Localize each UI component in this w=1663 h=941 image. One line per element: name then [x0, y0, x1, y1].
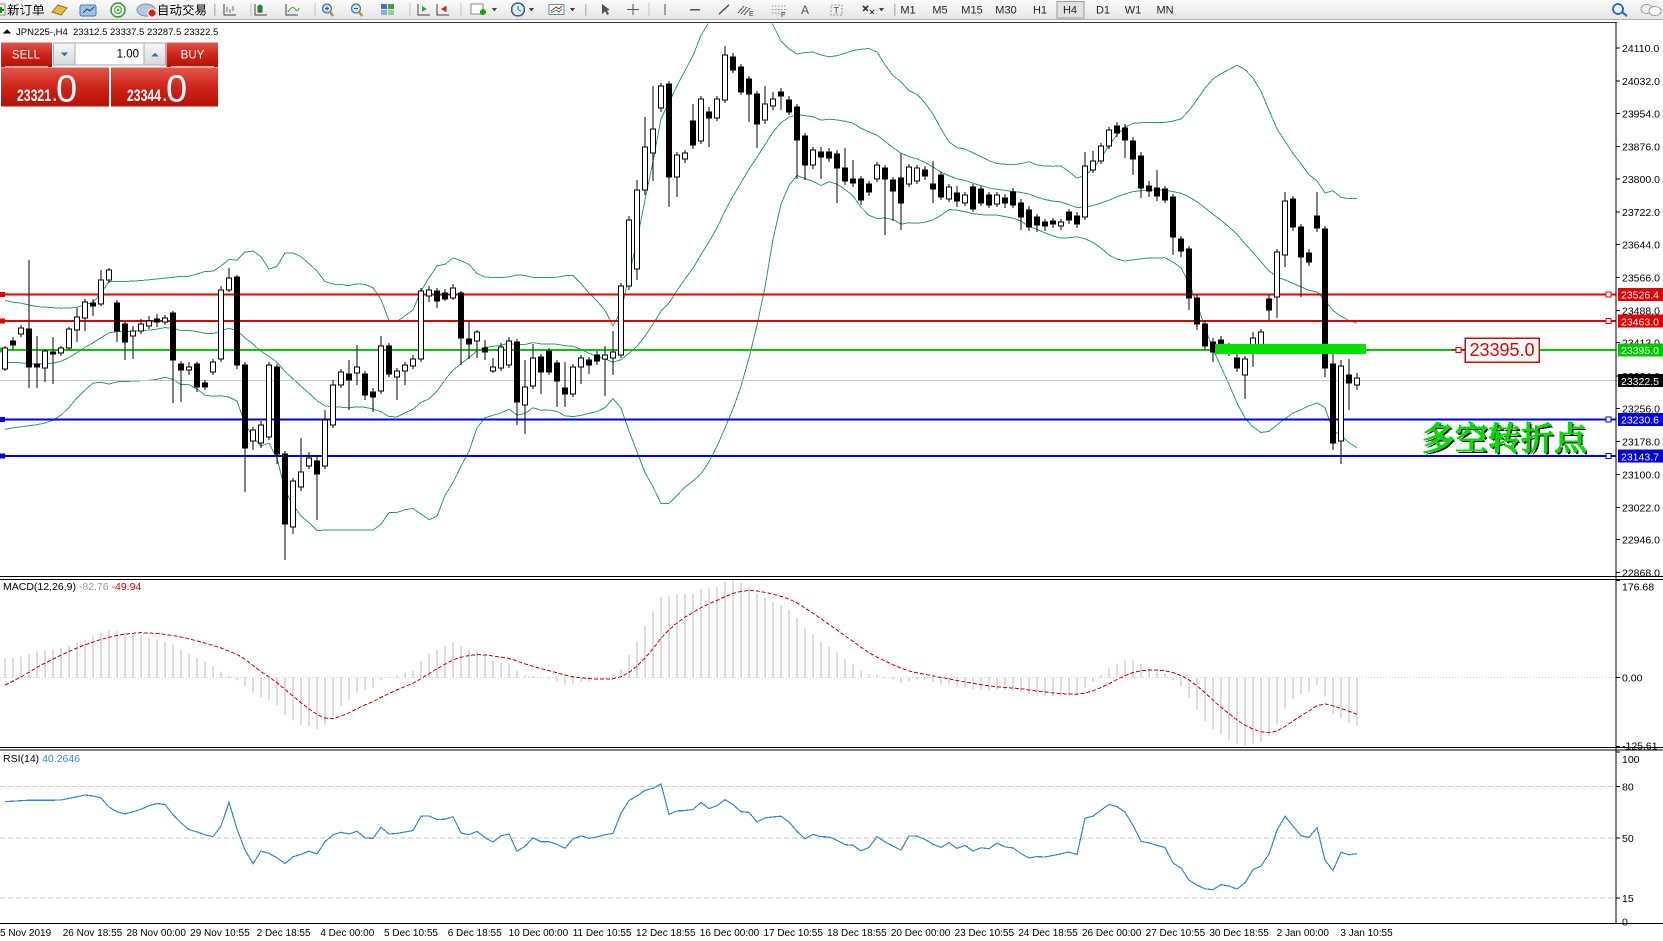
svg-text:RSI(14) 40.2646: RSI(14) 40.2646 [3, 753, 80, 765]
svg-text:24110.0: 24110.0 [1622, 43, 1659, 55]
svg-text:26 Nov 18:55: 26 Nov 18:55 [63, 928, 123, 939]
svg-text:T: T [834, 6, 840, 16]
svg-text:SELL: SELL [12, 50, 41, 62]
svg-text:24 Dec 18:55: 24 Dec 18:55 [1018, 928, 1078, 939]
svg-text:23178.0: 23178.0 [1622, 437, 1660, 449]
svg-text:22868.0: 22868.0 [1622, 568, 1660, 580]
svg-text:30 Dec 18:55: 30 Dec 18:55 [1209, 928, 1269, 939]
svg-text:23954.0: 23954.0 [1622, 109, 1660, 121]
svg-text:BUY: BUY [181, 50, 205, 62]
svg-text:E: E [749, 11, 754, 18]
svg-text:H4: H4 [1063, 5, 1077, 17]
svg-text:M30: M30 [995, 5, 1016, 17]
svg-text:0: 0 [1622, 917, 1628, 929]
svg-text:23566.0: 23566.0 [1622, 273, 1660, 285]
svg-text:JPN225-,H4 23312.5 23337.5 23: JPN225-,H4 23312.5 23337.5 23287.5 23322… [16, 27, 218, 38]
svg-text:2 Jan 00:00: 2 Jan 00:00 [1277, 928, 1330, 939]
svg-text:23256.0: 23256.0 [1622, 404, 1660, 416]
svg-text:0.00: 0.00 [1622, 673, 1643, 685]
svg-text:23100.0: 23100.0 [1622, 470, 1660, 482]
svg-text:17 Dec 10:55: 17 Dec 10:55 [763, 928, 823, 939]
svg-text:2 Dec 18:55: 2 Dec 18:55 [257, 928, 311, 939]
svg-text:12 Dec 18:55: 12 Dec 18:55 [636, 928, 696, 939]
svg-text:23230.6: 23230.6 [1621, 415, 1659, 427]
svg-text:A: A [801, 3, 809, 17]
svg-text:MN: MN [1156, 5, 1173, 17]
svg-text:29 Nov 10:55: 29 Nov 10:55 [190, 928, 250, 939]
svg-text:23022.0: 23022.0 [1622, 503, 1660, 515]
svg-text:MACD(12,26,9) -82.76 -49.94: MACD(12,26,9) -82.76 -49.94 [3, 581, 141, 593]
svg-text:16 Dec 00:00: 16 Dec 00:00 [700, 928, 760, 939]
svg-text:23322.5: 23322.5 [1621, 376, 1659, 388]
svg-text:24032.0: 24032.0 [1622, 76, 1660, 88]
svg-text:28 Nov 00:00: 28 Nov 00:00 [126, 928, 186, 939]
svg-text:.: . [163, 87, 168, 105]
svg-text:W1: W1 [1125, 5, 1142, 17]
svg-text:3 Jan 10:55: 3 Jan 10:55 [1340, 928, 1393, 939]
svg-text:23463.0: 23463.0 [1621, 316, 1659, 328]
svg-text:20 Dec 00:00: 20 Dec 00:00 [891, 928, 951, 939]
svg-text:23722.0: 23722.0 [1622, 207, 1660, 219]
svg-text:0: 0 [56, 69, 77, 111]
svg-text:6 Dec 18:55: 6 Dec 18:55 [448, 928, 502, 939]
svg-text:80: 80 [1622, 782, 1634, 794]
svg-text:23526.4: 23526.4 [1621, 290, 1659, 302]
svg-text:22946.0: 22946.0 [1622, 535, 1660, 547]
svg-text:23344: 23344 [127, 87, 162, 105]
svg-text:50: 50 [1622, 833, 1634, 845]
svg-text:5 Dec 10:55: 5 Dec 10:55 [384, 928, 438, 939]
svg-text:23321: 23321 [17, 87, 51, 105]
svg-text:26 Dec 00:00: 26 Dec 00:00 [1082, 928, 1142, 939]
svg-text:23395.0: 23395.0 [1621, 345, 1659, 357]
svg-text:23395.0: 23395.0 [1469, 340, 1534, 360]
svg-text:M1: M1 [900, 5, 915, 17]
svg-text:1.00: 1.00 [117, 49, 139, 61]
svg-text:23876.0: 23876.0 [1622, 142, 1660, 154]
svg-text:F: F [781, 12, 785, 19]
svg-text:23800.0: 23800.0 [1622, 174, 1660, 186]
svg-text:23 Dec 10:55: 23 Dec 10:55 [955, 928, 1015, 939]
svg-text:D1: D1 [1096, 5, 1110, 17]
svg-text:176.68: 176.68 [1622, 582, 1654, 594]
svg-text:15: 15 [1622, 893, 1634, 905]
svg-text:23143.7: 23143.7 [1621, 451, 1659, 463]
svg-text:18 Dec 18:55: 18 Dec 18:55 [827, 928, 887, 939]
svg-text:-125.61: -125.61 [1622, 741, 1658, 753]
svg-text:M5: M5 [932, 5, 947, 17]
svg-text:27 Dec 10:55: 27 Dec 10:55 [1146, 928, 1206, 939]
svg-text:23644.0: 23644.0 [1622, 240, 1660, 252]
svg-text:10 Dec 00:00: 10 Dec 00:00 [509, 928, 569, 939]
svg-text:5 Nov 2019: 5 Nov 2019 [0, 928, 52, 939]
svg-text:M15: M15 [961, 5, 982, 17]
svg-text:4 Dec 00:00: 4 Dec 00:00 [320, 928, 374, 939]
svg-text:100: 100 [1622, 754, 1640, 766]
svg-text:H1: H1 [1033, 5, 1047, 17]
svg-text:0: 0 [166, 69, 187, 111]
svg-text:11 Dec 10:55: 11 Dec 10:55 [573, 928, 632, 939]
svg-text:.: . [53, 87, 58, 105]
